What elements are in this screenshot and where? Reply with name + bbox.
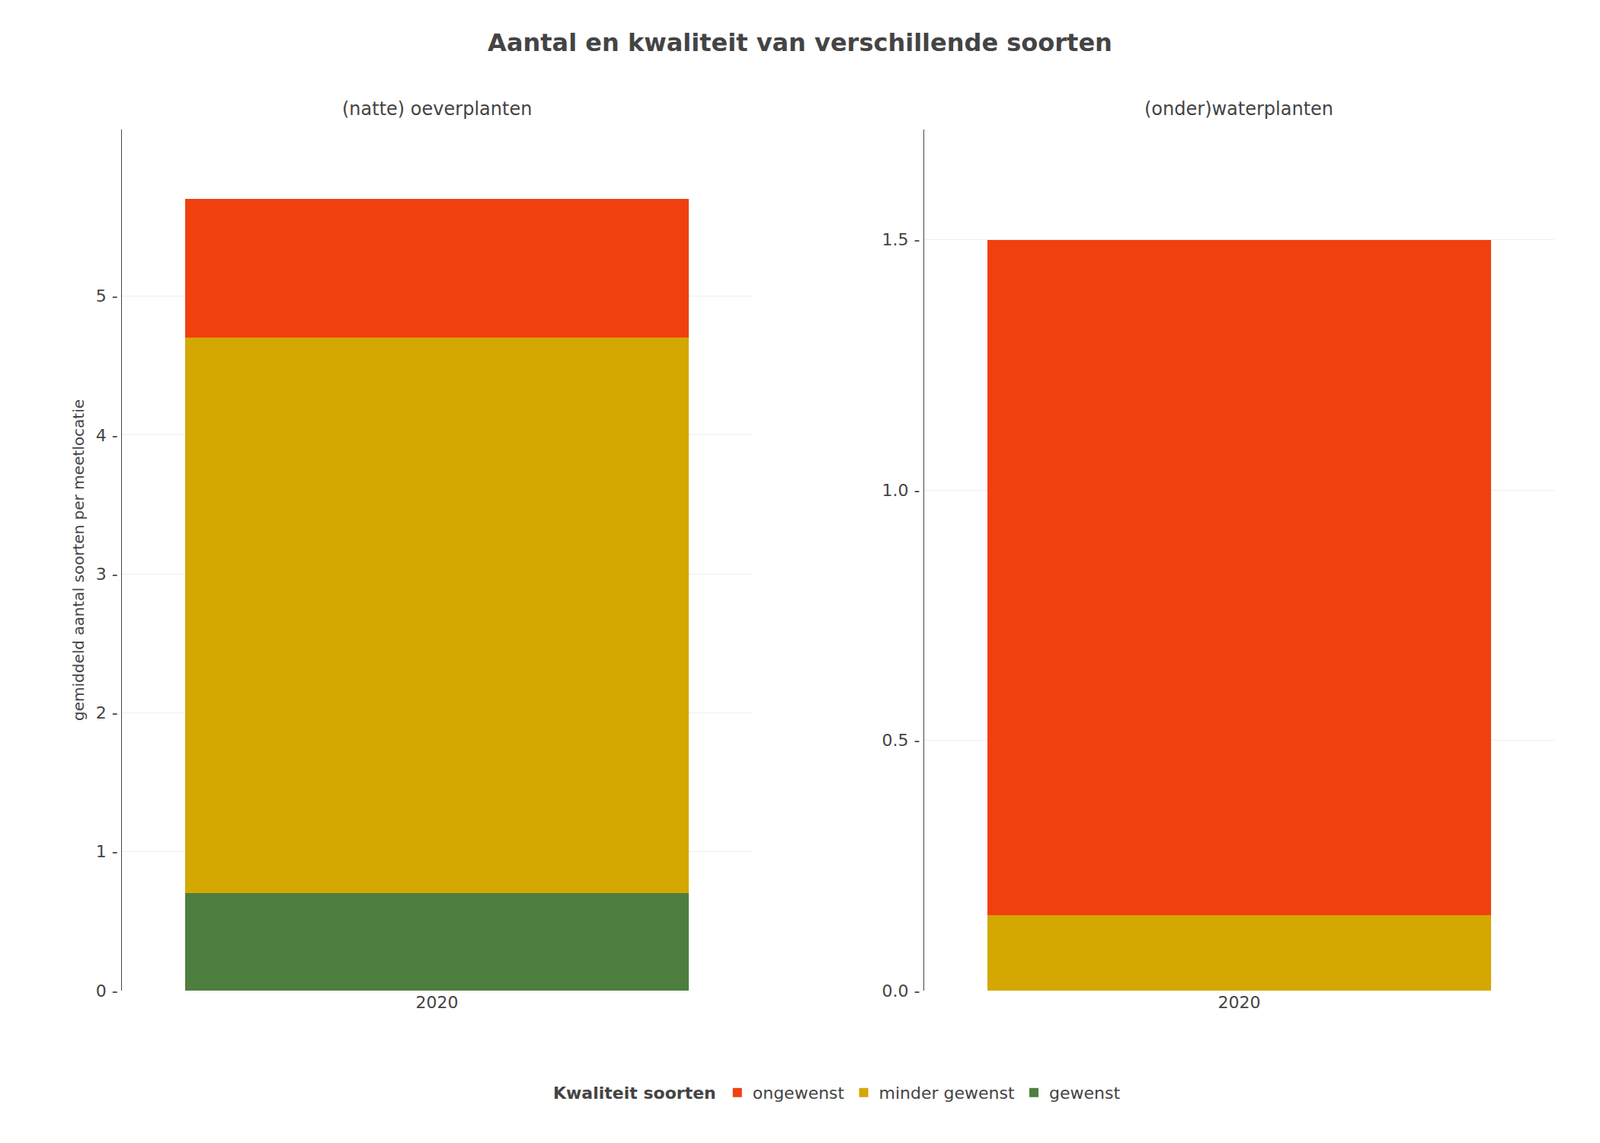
svg-text:(natte) oeverplanten: (natte) oeverplanten [342,98,532,120]
svg-text:minder gewenst: minder gewenst [879,1083,1015,1103]
svg-text:1 -: 1 - [96,841,119,861]
svg-text:2020: 2020 [416,992,459,1012]
svg-text:gewenst: gewenst [1049,1083,1120,1103]
svg-text:Kwaliteit soorten: Kwaliteit soorten [553,1083,717,1103]
svg-text:3 -: 3 - [96,564,119,584]
svg-text:ongewenst: ongewenst [752,1083,845,1103]
svg-text:4 -: 4 - [96,425,119,445]
svg-text:5 -: 5 - [96,286,119,306]
svg-text:2020: 2020 [1217,992,1261,1012]
svg-text:0.0 -: 0.0 - [881,981,920,1001]
svg-text:1.0 -: 1.0 - [881,480,920,500]
svg-text:1.5 -: 1.5 - [881,230,920,250]
svg-text:Aantal en kwaliteit van versch: Aantal en kwaliteit van verschillende so… [487,28,1113,58]
svg-text:(onder)waterplanten: (onder)waterplanten [1144,98,1334,120]
svg-text:0 -: 0 - [96,981,119,1001]
svg-text:gemiddeld aantal soorten per m: gemiddeld aantal soorten per meetlocatie [69,399,88,721]
svg-text:0.5 -: 0.5 - [881,730,920,750]
svg-text:2 -: 2 - [96,703,119,723]
